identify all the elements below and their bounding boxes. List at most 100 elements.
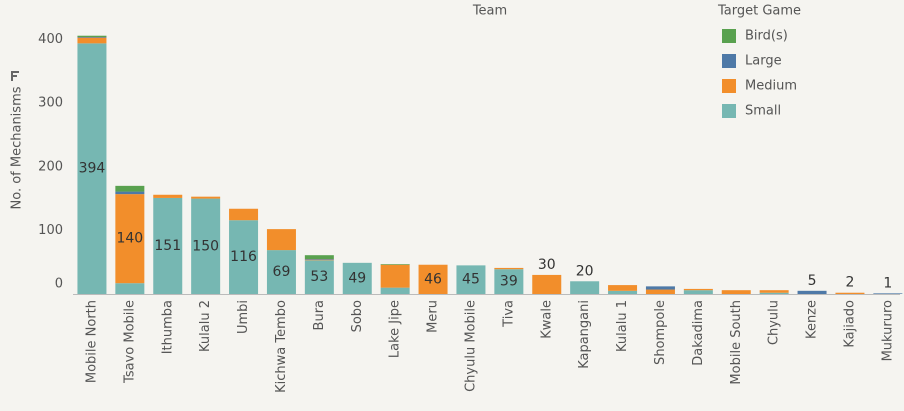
x-tick-label: Kulalu 2 — [198, 300, 213, 352]
bar-segment — [115, 185, 145, 192]
bar-segment — [229, 208, 259, 221]
x-tick-label: Chyulu — [767, 300, 782, 345]
bar-segment — [380, 264, 410, 288]
bar-segment — [304, 255, 334, 260]
bar-segment — [77, 36, 107, 38]
x-tick-label: Shompole — [653, 300, 668, 365]
bar-segment — [608, 285, 638, 291]
x-tick-label: Kajiado — [842, 300, 857, 348]
y-tick-label: 200 — [38, 159, 63, 174]
data-label: 49 — [348, 270, 366, 286]
data-label: 116 — [230, 249, 257, 265]
y-tick-label: 0 — [55, 277, 63, 292]
data-label: 150 — [192, 238, 219, 254]
x-tick-label: Mobile South — [729, 300, 744, 385]
data-label: 53 — [310, 269, 328, 285]
data-label: 2 — [845, 275, 854, 291]
bar-segment — [153, 197, 183, 294]
bar-segment — [229, 220, 259, 294]
bar-segment — [191, 198, 221, 294]
data-label: 46 — [424, 271, 442, 287]
icon-bar — [13, 71, 19, 73]
data-label: 140 — [116, 231, 143, 247]
bar-segment — [266, 229, 296, 251]
bar-segment — [77, 43, 107, 294]
bar-segment — [608, 290, 638, 294]
legend-title: Target Game — [717, 4, 801, 19]
y-axis-label: No. of Mechanisms — [10, 86, 25, 209]
bar-segment — [115, 191, 145, 195]
bar-segment — [494, 267, 524, 270]
data-label: 20 — [576, 263, 594, 279]
bar-segment — [683, 290, 713, 294]
bar-segment — [77, 37, 107, 44]
data-label: 5 — [808, 273, 817, 289]
bar-segment — [759, 290, 789, 293]
bar-segment — [683, 288, 713, 291]
bar-segment — [115, 194, 145, 284]
x-tick-label: Lake Jipe — [388, 300, 403, 358]
bar-segment — [797, 290, 827, 294]
x-tick-label: Mukururo — [880, 300, 895, 361]
data-label: 151 — [154, 238, 181, 254]
bar-segment — [645, 289, 675, 294]
bar-segment — [77, 35, 107, 37]
bar-segment — [418, 264, 448, 294]
bar-segment — [645, 286, 675, 290]
data-label: 39 — [500, 274, 518, 290]
bar-segment — [304, 259, 334, 260]
x-tick-label: Chyulu Mobile — [463, 300, 478, 392]
legend-swatch — [722, 54, 736, 68]
data-label: 45 — [462, 272, 480, 288]
bar-segment — [721, 290, 751, 294]
x-tick-label: Kichwa Tembo — [274, 300, 289, 393]
x-tick-label: Umbi — [236, 300, 251, 334]
bar-segment — [456, 265, 486, 294]
legend-swatch — [722, 29, 736, 43]
x-tick-label: Sobo — [350, 300, 365, 332]
bar-segment — [570, 281, 600, 294]
x-tick-label: Mobile North — [84, 300, 99, 383]
icon-bar — [13, 75, 17, 77]
bar-segment — [759, 292, 789, 294]
bar-segment — [191, 196, 221, 199]
legend-label: Small — [745, 104, 781, 119]
legend-label: Medium — [745, 79, 797, 94]
x-tick-label: Kwale — [539, 300, 554, 339]
bar-segment — [304, 260, 334, 294]
bar-segment — [342, 262, 372, 294]
icon-bar — [11, 71, 13, 81]
x-tick-label: Kenze — [805, 300, 820, 339]
x-tick-label: Dakadima — [691, 300, 706, 366]
bar-segment — [380, 287, 410, 294]
data-label: 30 — [538, 257, 556, 273]
x-tick-label: Bura — [312, 300, 327, 330]
x-tick-label: Kulalu 1 — [615, 300, 630, 352]
data-label: 394 — [79, 161, 106, 177]
bar-segment — [115, 283, 145, 294]
y-tick-label: 100 — [38, 223, 63, 238]
x-tick-label: Kapangani — [577, 300, 592, 369]
y-tick-label: 400 — [38, 32, 63, 47]
x-tick-label: Tiva — [501, 300, 516, 328]
legend-label: Large — [745, 54, 782, 69]
data-label: 69 — [273, 264, 291, 280]
sort-icon[interactable] — [11, 71, 19, 81]
x-tick-label: Meru — [426, 300, 441, 333]
legend-swatch — [722, 104, 736, 118]
bar-segment — [153, 194, 183, 198]
x-tick-label: Ithumba — [160, 300, 175, 354]
legend-label: Bird(s) — [745, 29, 788, 44]
legend-swatch — [722, 79, 736, 93]
bar-segment — [532, 274, 562, 294]
y-tick-label: 300 — [38, 96, 63, 111]
data-label: 1 — [883, 275, 892, 291]
bar-segment — [304, 259, 334, 261]
bar-segment — [380, 264, 410, 265]
x-tick-label: Tsavo Mobile — [122, 300, 137, 384]
bar-segment — [266, 250, 296, 294]
bar-segment — [835, 292, 865, 294]
